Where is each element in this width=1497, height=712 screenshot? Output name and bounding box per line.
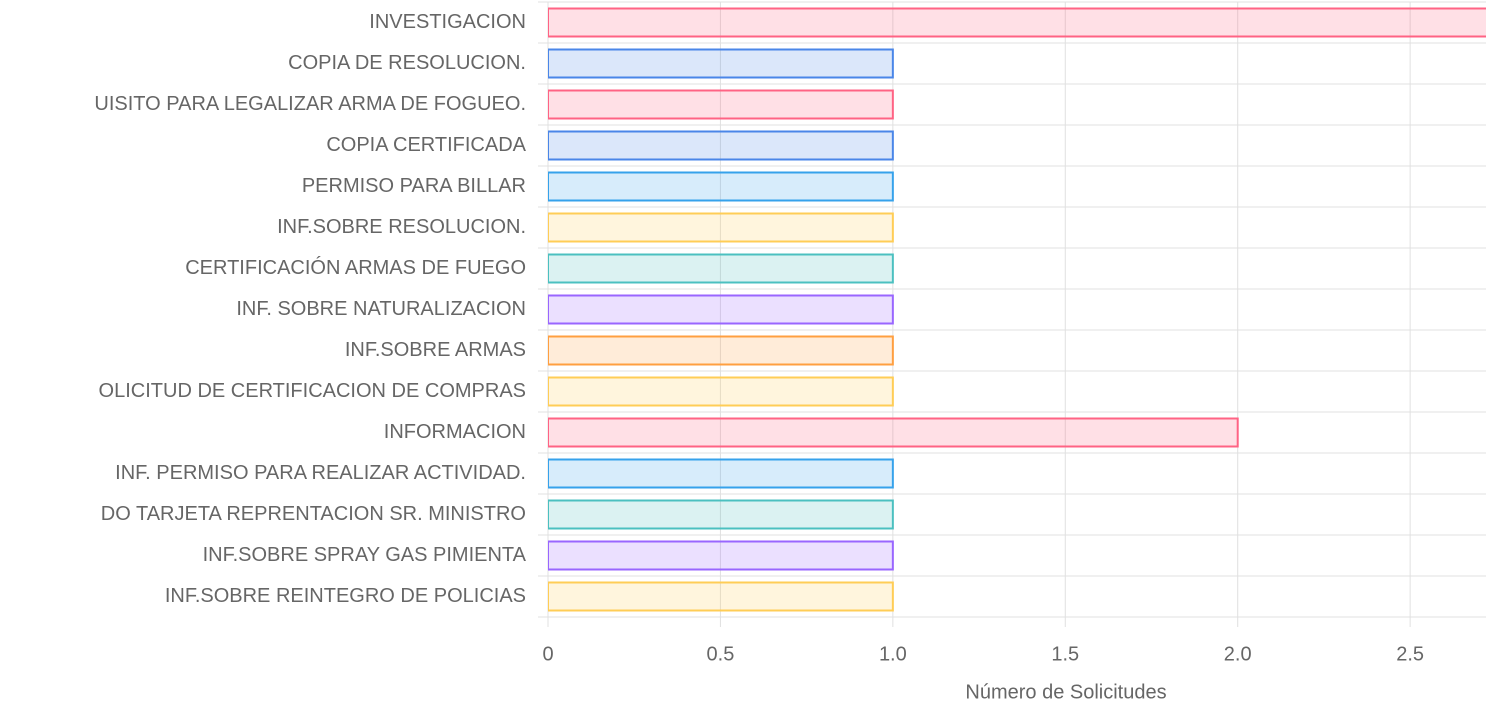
y-tick-label: INF. PERMISO PARA REALIZAR ACTIVIDAD.	[115, 462, 526, 484]
x-tick-label: 0	[542, 643, 553, 665]
y-tick-label: PERMISO PARA BILLAR	[302, 175, 526, 197]
x-tick-label: 2.5	[1396, 643, 1424, 665]
bar	[548, 581, 894, 612]
y-tick-label: CERTIFICACIÓN ARMAS DE FUEGO	[185, 256, 526, 279]
x-axis-title: Número de Solicitudes	[965, 681, 1166, 703]
bar	[548, 458, 894, 489]
bar	[548, 89, 894, 120]
bar	[548, 48, 894, 79]
y-tick-label: OLICITUD DE CERTIFICACION DE COMPRAS	[99, 380, 526, 402]
y-tick-label: UISITO PARA LEGALIZAR ARMA DE FOGUEO.	[94, 93, 526, 115]
bar	[548, 417, 1239, 448]
bar	[548, 7, 1486, 38]
bar	[548, 376, 894, 407]
bar	[548, 335, 894, 366]
bar	[548, 540, 894, 571]
y-tick-label: INF.SOBRE SPRAY GAS PIMIENTA	[203, 544, 527, 566]
x-tick-label: 1.5	[1051, 643, 1079, 665]
y-tick-label: INF.SOBRE ARMAS	[345, 339, 526, 361]
x-tick-label: 0.5	[707, 643, 735, 665]
bar	[548, 294, 894, 325]
bar	[548, 171, 894, 202]
y-tick-label: INF.SOBRE REINTEGRO DE POLICIAS	[165, 585, 526, 607]
y-tick-label: COPIA DE RESOLUCION.	[288, 52, 526, 74]
bar	[548, 212, 894, 243]
bar	[548, 253, 894, 284]
bar	[548, 499, 894, 530]
y-tick-label: DO TARJETA REPRENTACION SR. MINISTRO	[101, 503, 526, 525]
y-tick-label: COPIA CERTIFICADA	[326, 134, 526, 156]
x-tick-label: 2.0	[1224, 643, 1252, 665]
y-tick-label: INVESTIGACION	[369, 11, 526, 33]
x-tick-label: 1.0	[879, 643, 907, 665]
y-tick-label: INF.SOBRE RESOLUCION.	[277, 216, 526, 238]
bars	[548, 7, 1486, 612]
bar	[548, 130, 894, 161]
y-tick-label: INF. SOBRE NATURALIZACION	[236, 298, 526, 320]
y-tick-label: INFORMACION	[384, 421, 526, 443]
